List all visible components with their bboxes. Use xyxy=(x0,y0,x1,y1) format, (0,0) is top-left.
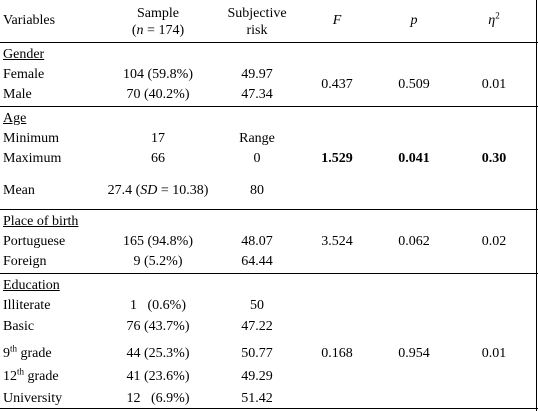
header-f: F xyxy=(332,13,342,28)
gender-female-sample: 104 (59.8%) xyxy=(123,67,193,82)
edu-basic-label: Basic xyxy=(3,319,35,334)
gender-female-label: Female xyxy=(3,67,45,82)
header-risk-line1: Subjective xyxy=(227,6,287,21)
rule-gender-bottom xyxy=(0,106,538,107)
edu-illiterate-label: Illiterate xyxy=(3,298,51,313)
rule-birth-bottom xyxy=(0,273,538,274)
gender-eta-value: 0.01 xyxy=(481,77,507,92)
gender-male-sample: 70 (40.2%) xyxy=(126,87,190,102)
edu-twelfth-risk: 49.29 xyxy=(241,369,273,384)
edu-eta-value: 0.01 xyxy=(481,346,507,361)
header-variables: Variables xyxy=(3,13,56,28)
birth-foreign-risk: 64.44 xyxy=(241,254,273,269)
edu-f-value: 0.168 xyxy=(321,346,353,361)
rule-header-bottom xyxy=(0,42,538,43)
edu-university-risk: 51.42 xyxy=(241,391,273,406)
age-maximum-sample: 66 xyxy=(151,151,165,166)
edu-basic-risk: 47.22 xyxy=(241,319,273,334)
age-range-max: 80 xyxy=(250,183,264,198)
age-eta-value: 0.30 xyxy=(481,151,507,166)
gender-p-value: 0.509 xyxy=(398,77,430,92)
header-eta: η2 xyxy=(488,10,500,28)
edu-ninth-label: 9th grade xyxy=(3,343,52,361)
age-minimum-label: Minimum xyxy=(3,131,60,146)
gender-female-risk: 49.97 xyxy=(241,67,273,82)
edu-ninth-risk: 50.77 xyxy=(241,346,273,361)
edu-ninth-sample: 44 (25.3%) xyxy=(126,346,190,361)
birth-foreign-sample: 9 (5.2%) xyxy=(133,254,183,269)
birth-portuguese-risk: 48.07 xyxy=(241,234,273,249)
age-range-min: 0 xyxy=(253,151,261,166)
birth-portuguese-label: Portuguese xyxy=(3,234,66,249)
age-maximum-label: Maximum xyxy=(3,151,62,166)
edu-basic-sample: 76 (43.7%) xyxy=(126,319,190,334)
header-sample: Sample (n = 174) xyxy=(132,5,184,39)
gender-male-label: Male xyxy=(3,87,32,102)
birth-foreign-label: Foreign xyxy=(3,254,47,269)
rule-age-bottom xyxy=(0,209,538,210)
gender-f-value: 0.437 xyxy=(321,77,353,92)
birth-p-value: 0.062 xyxy=(398,234,430,249)
edu-university-label: University xyxy=(3,391,63,406)
section-gender-title: Gender xyxy=(3,47,45,62)
age-mean-sample: 27.4 (SD = 10.38) xyxy=(107,183,209,198)
edu-illiterate-sample: 1 (0.6%) xyxy=(130,298,186,313)
rule-table-bottom xyxy=(0,408,538,409)
birth-portuguese-sample: 165 (94.8%) xyxy=(123,234,193,249)
header-risk-line2: risk xyxy=(246,23,268,38)
age-minimum-sample: 17 xyxy=(151,131,165,146)
edu-p-value: 0.954 xyxy=(398,346,430,361)
header-sample-line1: Sample xyxy=(136,6,179,21)
birth-eta-value: 0.02 xyxy=(481,234,507,249)
age-p-value: 0.041 xyxy=(398,151,430,166)
header-p: p xyxy=(410,13,418,28)
section-education-title: Education xyxy=(3,278,60,293)
header-subjective-risk: Subjective risk xyxy=(227,5,286,39)
section-age-title: Age xyxy=(3,111,27,126)
edu-twelfth-sample: 41 (23.6%) xyxy=(126,369,190,384)
age-mean-label: Mean xyxy=(3,183,35,198)
age-f-value: 1.529 xyxy=(321,151,353,166)
edu-twelfth-label: 12th grade xyxy=(3,366,59,384)
edu-university-sample: 12 (6.9%) xyxy=(126,391,190,406)
section-birth-title: Place of birth xyxy=(3,214,79,229)
edu-illiterate-risk: 50 xyxy=(250,298,264,313)
age-range-label: Range xyxy=(239,131,275,146)
table-right-border xyxy=(536,0,537,411)
gender-male-risk: 47.34 xyxy=(241,87,273,102)
header-sample-line2: (n = 174) xyxy=(131,23,185,38)
birth-f-value: 3.524 xyxy=(321,234,353,249)
